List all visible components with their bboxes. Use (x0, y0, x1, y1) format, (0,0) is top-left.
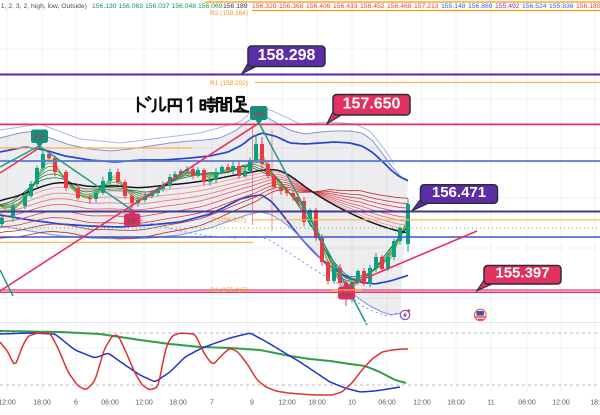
svg-text:12:00: 12:00 (0, 400, 16, 407)
svg-text:, 1, 2, 3, 2, high, low, Outsi: , 1, 2, 3, 2, high, low, Outside) (0, 3, 87, 10)
svg-text:6: 6 (74, 400, 78, 407)
svg-text:R1 (158.202): R1 (158.202) (210, 80, 248, 87)
svg-text:157.213: 157.213 (414, 3, 439, 10)
svg-text:156.468: 156.468 (387, 3, 412, 10)
svg-text:12:00: 12:00 (552, 400, 570, 407)
svg-text:06:00: 06:00 (378, 400, 396, 407)
svg-text:HH: HH (254, 111, 264, 118)
svg-text:156.180: 156.180 (576, 3, 600, 10)
svg-text:18:00: 18:00 (33, 400, 51, 407)
svg-text:18:00: 18:00 (308, 400, 326, 407)
svg-text:155.148: 155.148 (441, 3, 466, 10)
svg-text:12:00: 12:00 (278, 400, 296, 407)
svg-text:12:00: 12:00 (135, 400, 153, 407)
svg-text:156.524: 156.524 (522, 3, 547, 10)
svg-text:S1 (155.415): S1 (155.415) (210, 287, 248, 294)
svg-text:156.037: 156.037 (145, 3, 170, 10)
svg-text:10: 10 (348, 400, 356, 407)
svg-text:155.492: 155.492 (495, 3, 520, 10)
svg-text:156.471: 156.471 (432, 184, 486, 201)
svg-text:156.433: 156.433 (333, 3, 358, 10)
svg-text:157.650: 157.650 (343, 96, 401, 113)
svg-text:LL: LL (342, 291, 350, 298)
svg-text:156.189: 156.189 (223, 3, 248, 10)
svg-text:156.063: 156.063 (119, 3, 144, 10)
svg-text:06:00: 06:00 (518, 400, 536, 407)
svg-text:18:00: 18:00 (169, 400, 187, 407)
svg-text:18:00: 18:00 (447, 400, 465, 407)
svg-text:9: 9 (250, 400, 254, 407)
svg-text:7: 7 (210, 400, 214, 407)
svg-text:156.048: 156.048 (172, 3, 197, 10)
svg-text:156.368: 156.368 (279, 3, 304, 10)
svg-text:155.397: 155.397 (495, 265, 549, 282)
svg-text:P (156.377): P (156.377) (212, 217, 246, 224)
svg-text:11: 11 (487, 400, 494, 407)
svg-text:R2 (159.164): R2 (159.164) (210, 10, 248, 17)
svg-text:HH: HH (35, 134, 45, 141)
svg-text:156.130: 156.130 (92, 3, 117, 10)
svg-text:155.836: 155.836 (549, 3, 574, 10)
svg-text:156.869: 156.869 (468, 3, 493, 10)
svg-text:156.406: 156.406 (306, 3, 331, 10)
svg-text:156.069: 156.069 (198, 3, 223, 10)
svg-text:156.452: 156.452 (360, 3, 385, 10)
svg-text:158.298: 158.298 (258, 47, 316, 64)
svg-text:12:00: 12:00 (413, 400, 431, 407)
svg-text:156.320: 156.320 (252, 3, 277, 10)
svg-text:06:00: 06:00 (101, 400, 119, 407)
svg-text:LL: LL (128, 218, 136, 225)
svg-text:18:0: 18:0 (590, 400, 600, 407)
